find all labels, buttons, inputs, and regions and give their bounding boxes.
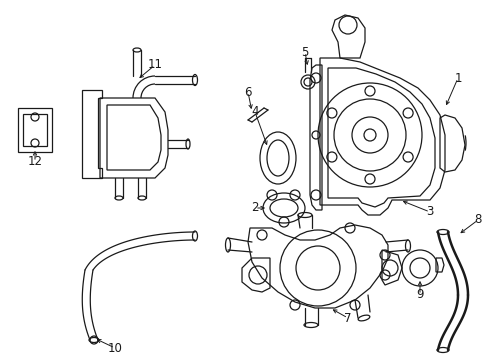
Text: 11: 11 [147,58,162,72]
Text: 12: 12 [27,156,42,168]
Text: 6: 6 [244,85,251,99]
Text: 1: 1 [453,72,461,85]
Text: 9: 9 [415,288,423,301]
Text: 7: 7 [344,311,351,324]
Text: 8: 8 [473,213,481,226]
Text: 3: 3 [426,206,433,219]
Text: 5: 5 [301,45,308,58]
Text: 4: 4 [251,105,258,118]
Text: 2: 2 [251,202,258,215]
Text: 10: 10 [107,342,122,355]
